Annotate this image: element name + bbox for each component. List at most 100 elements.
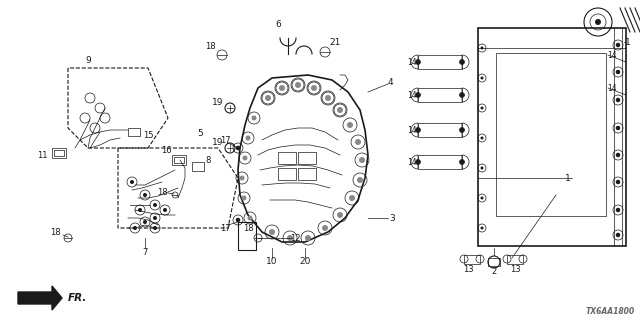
Circle shape xyxy=(248,215,253,220)
Text: 6: 6 xyxy=(275,20,281,28)
Circle shape xyxy=(415,60,420,64)
Text: 4: 4 xyxy=(387,77,393,86)
Bar xyxy=(488,258,500,266)
Text: 18: 18 xyxy=(157,188,167,196)
Text: 15: 15 xyxy=(143,131,153,140)
Circle shape xyxy=(481,137,483,140)
Circle shape xyxy=(349,195,355,201)
Text: 10: 10 xyxy=(266,258,278,267)
Circle shape xyxy=(460,160,465,164)
Circle shape xyxy=(460,60,465,64)
Text: 3: 3 xyxy=(389,213,395,222)
Bar xyxy=(418,88,462,102)
Circle shape xyxy=(481,166,483,170)
Bar xyxy=(418,55,462,69)
Circle shape xyxy=(153,216,157,220)
Circle shape xyxy=(153,203,157,207)
Circle shape xyxy=(460,92,465,98)
Circle shape xyxy=(347,122,353,128)
Circle shape xyxy=(130,180,134,184)
Circle shape xyxy=(287,235,293,241)
Circle shape xyxy=(616,70,620,74)
Circle shape xyxy=(616,43,620,47)
Text: 21: 21 xyxy=(330,37,340,46)
Text: 11: 11 xyxy=(36,150,47,159)
Circle shape xyxy=(481,227,483,229)
Text: 1: 1 xyxy=(625,37,631,46)
Bar xyxy=(174,157,184,163)
Circle shape xyxy=(279,85,285,91)
Text: 14: 14 xyxy=(407,157,417,166)
Circle shape xyxy=(481,107,483,109)
Circle shape xyxy=(236,146,240,150)
Text: TX6AA1800: TX6AA1800 xyxy=(586,308,635,316)
Bar xyxy=(507,255,523,264)
Text: 19: 19 xyxy=(212,98,224,107)
Circle shape xyxy=(337,212,343,218)
Text: 18: 18 xyxy=(50,228,60,236)
Circle shape xyxy=(481,196,483,199)
Circle shape xyxy=(243,156,248,161)
Circle shape xyxy=(460,128,465,132)
Text: 14: 14 xyxy=(407,125,417,134)
Circle shape xyxy=(241,196,246,201)
Text: FR.: FR. xyxy=(68,293,88,303)
Circle shape xyxy=(359,157,365,163)
Bar xyxy=(298,152,316,164)
Bar xyxy=(278,152,296,164)
Text: 19: 19 xyxy=(212,138,224,147)
Circle shape xyxy=(133,226,137,230)
Circle shape xyxy=(163,208,167,212)
Circle shape xyxy=(265,95,271,101)
Circle shape xyxy=(252,116,257,121)
Text: 12: 12 xyxy=(290,234,300,243)
Circle shape xyxy=(616,208,620,212)
Circle shape xyxy=(481,76,483,79)
Bar xyxy=(128,128,140,136)
Circle shape xyxy=(481,46,483,50)
Circle shape xyxy=(143,220,147,224)
Circle shape xyxy=(239,175,244,180)
Bar xyxy=(496,53,606,216)
Text: 16: 16 xyxy=(161,146,172,155)
Circle shape xyxy=(415,92,420,98)
Circle shape xyxy=(337,107,343,113)
Bar xyxy=(418,123,462,137)
Text: 5: 5 xyxy=(197,129,203,138)
Text: 1: 1 xyxy=(565,173,571,182)
Circle shape xyxy=(325,95,331,101)
Circle shape xyxy=(236,218,240,222)
Circle shape xyxy=(322,225,328,231)
Circle shape xyxy=(269,229,275,235)
Circle shape xyxy=(355,139,361,145)
Circle shape xyxy=(616,98,620,102)
Circle shape xyxy=(295,82,301,88)
Bar xyxy=(278,168,296,180)
Text: 9: 9 xyxy=(85,55,91,65)
Text: 13: 13 xyxy=(509,266,520,275)
Text: 14: 14 xyxy=(607,84,617,92)
Text: 18: 18 xyxy=(243,223,253,233)
Circle shape xyxy=(415,160,420,164)
Bar xyxy=(298,168,316,180)
Text: 14: 14 xyxy=(407,58,417,67)
Text: 17: 17 xyxy=(220,135,230,145)
Circle shape xyxy=(311,85,317,91)
Polygon shape xyxy=(18,286,62,310)
Circle shape xyxy=(357,177,363,183)
Bar xyxy=(52,148,66,158)
Bar xyxy=(418,155,462,169)
Circle shape xyxy=(143,193,147,197)
Text: 18: 18 xyxy=(205,42,215,51)
Circle shape xyxy=(153,226,157,230)
Text: 13: 13 xyxy=(463,266,474,275)
Text: 8: 8 xyxy=(205,156,211,164)
Text: 20: 20 xyxy=(300,258,310,267)
Bar xyxy=(238,222,256,250)
Bar xyxy=(54,150,64,156)
Circle shape xyxy=(138,208,142,212)
Circle shape xyxy=(415,128,420,132)
Text: 14: 14 xyxy=(407,91,417,100)
Text: 17: 17 xyxy=(220,223,230,233)
Circle shape xyxy=(616,233,620,237)
